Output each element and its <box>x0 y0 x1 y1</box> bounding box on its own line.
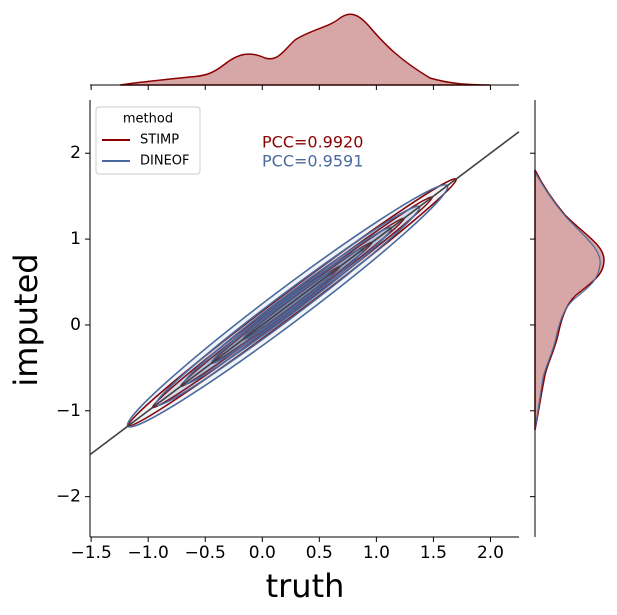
y-tick-label: 1 <box>70 229 81 249</box>
y-tick-label: 0 <box>70 315 81 335</box>
top-marginal-density <box>119 13 491 86</box>
pcc-annotation: PCC=0.9920 <box>262 133 363 152</box>
legend-label: STIMP <box>140 133 179 148</box>
x-tick-label: 1.0 <box>363 543 390 563</box>
y-tick-label: −2 <box>56 487 81 507</box>
y-tick-label: 2 <box>70 143 81 163</box>
x-tick-label: −0.5 <box>185 543 226 563</box>
legend-box <box>95 106 201 175</box>
x-tick-label: 1.5 <box>420 543 447 563</box>
x-tick-label: 0.5 <box>306 543 333 563</box>
pcc-annotation: PCC=0.9591 <box>262 152 363 171</box>
x-tick-label: −1.5 <box>71 543 112 563</box>
identity-line <box>89 131 520 456</box>
right-marginal-density-dineof <box>534 171 601 431</box>
x-tick-label: 2.0 <box>477 543 504 563</box>
x-axis-label: truth <box>266 567 345 605</box>
legend-title: method <box>123 112 173 127</box>
y-axis-label: imputed <box>7 253 45 386</box>
x-tick-label: −1.0 <box>128 543 169 563</box>
legend: STIMP DINEOF <box>102 133 190 169</box>
y-tick-label: −1 <box>56 401 81 421</box>
legend-label: DINEOF <box>140 154 190 169</box>
right-marginal-density <box>534 169 605 431</box>
plot-area <box>89 131 520 456</box>
x-tick-label: 0.0 <box>249 543 276 563</box>
